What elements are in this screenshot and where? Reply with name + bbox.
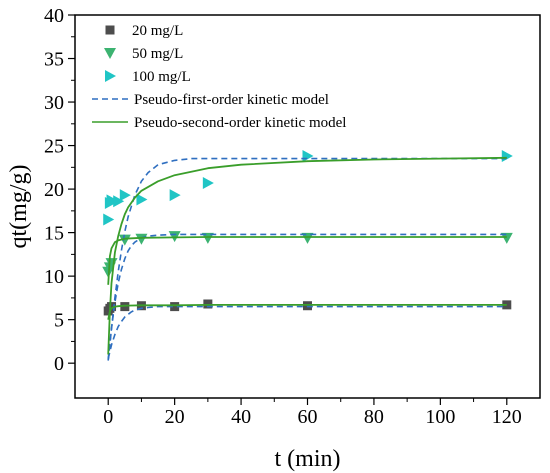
data-point <box>107 302 117 312</box>
legend-label: 100 mg/L <box>132 69 191 85</box>
data-point <box>500 232 513 244</box>
x-axis-ticks: 0 20 40 60 80 100 120 <box>103 398 522 428</box>
x-tick-label: 20 <box>165 406 185 428</box>
legend-label: Pseudo-second-order kinetic model <box>134 115 346 131</box>
first-order-fit-curve <box>107 157 507 360</box>
data-point <box>118 234 131 246</box>
series-4 <box>107 156 507 355</box>
y-tick-label: 30 <box>44 92 64 114</box>
legend-label: 20 mg/L <box>132 23 183 39</box>
first-order-fit-curve <box>107 233 507 361</box>
series-layer <box>102 150 513 361</box>
second-order-fit-curve <box>107 156 507 355</box>
second-order-fit-curve <box>107 236 507 285</box>
series-0 <box>103 299 512 316</box>
x-tick-label: 60 <box>298 406 318 428</box>
data-point <box>169 189 181 202</box>
y-axis-ticks: 0 5 10 15 20 25 30 35 40 <box>44 5 75 375</box>
data-point <box>203 299 213 309</box>
data-point <box>113 195 125 208</box>
data-point <box>201 232 214 244</box>
y-axis-title: qt(mg/g) <box>6 165 32 249</box>
data-point <box>170 302 180 312</box>
x-tick-label: 40 <box>231 406 251 428</box>
x-tick-label: 80 <box>364 406 384 428</box>
x-tick-label: 120 <box>492 406 522 428</box>
legend-marker <box>105 25 115 35</box>
y-tick-label: 25 <box>44 136 64 158</box>
data-point <box>119 189 131 202</box>
y-tick-label: 35 <box>44 49 64 71</box>
data-point <box>103 213 115 226</box>
second-order-fit-curve <box>107 303 507 320</box>
y-tick-label: 20 <box>44 179 64 201</box>
legend-label: Pseudo-first-order kinetic model <box>134 92 329 108</box>
data-point <box>135 233 148 245</box>
data-point <box>501 150 513 163</box>
legend-label: 50 mg/L <box>132 46 183 62</box>
y-tick-label: 10 <box>44 266 64 288</box>
data-point <box>202 176 214 189</box>
legend-marker <box>104 48 116 59</box>
data-point <box>120 302 130 312</box>
legend-marker <box>105 70 116 82</box>
legend: 20 mg/L 50 mg/L 100 mg/L Pseudo-first-order… <box>92 23 346 131</box>
y-tick-label: 40 <box>44 5 64 27</box>
data-point <box>136 193 148 206</box>
y-tick-label: 5 <box>54 310 64 332</box>
x-tick-label: 100 <box>425 406 455 428</box>
x-tick-label: 0 <box>103 406 113 428</box>
y-tick-label: 15 <box>44 223 64 245</box>
x-axis-title: t (min) <box>275 446 341 472</box>
y-tick-label: 0 <box>54 353 64 375</box>
data-point <box>106 194 118 207</box>
first-order-fit-curve <box>107 305 507 359</box>
data-point <box>301 232 314 244</box>
series-3 <box>107 157 507 361</box>
